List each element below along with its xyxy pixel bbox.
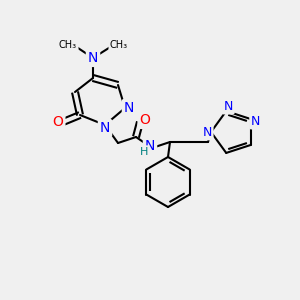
Text: CH₃: CH₃ — [59, 40, 77, 50]
Text: N: N — [88, 51, 98, 65]
Text: H: H — [140, 147, 148, 157]
Text: N: N — [124, 101, 134, 115]
Text: N: N — [145, 139, 155, 153]
Text: O: O — [52, 115, 63, 129]
Text: N: N — [251, 115, 260, 128]
Text: N: N — [202, 125, 212, 139]
Text: CH₃: CH₃ — [110, 40, 128, 50]
Text: N: N — [224, 100, 233, 112]
Text: O: O — [140, 113, 150, 127]
Text: N: N — [100, 121, 110, 135]
